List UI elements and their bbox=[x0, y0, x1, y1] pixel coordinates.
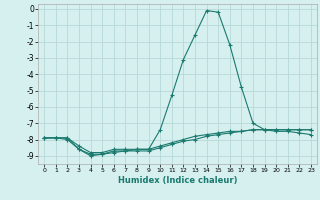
X-axis label: Humidex (Indice chaleur): Humidex (Indice chaleur) bbox=[118, 176, 237, 185]
